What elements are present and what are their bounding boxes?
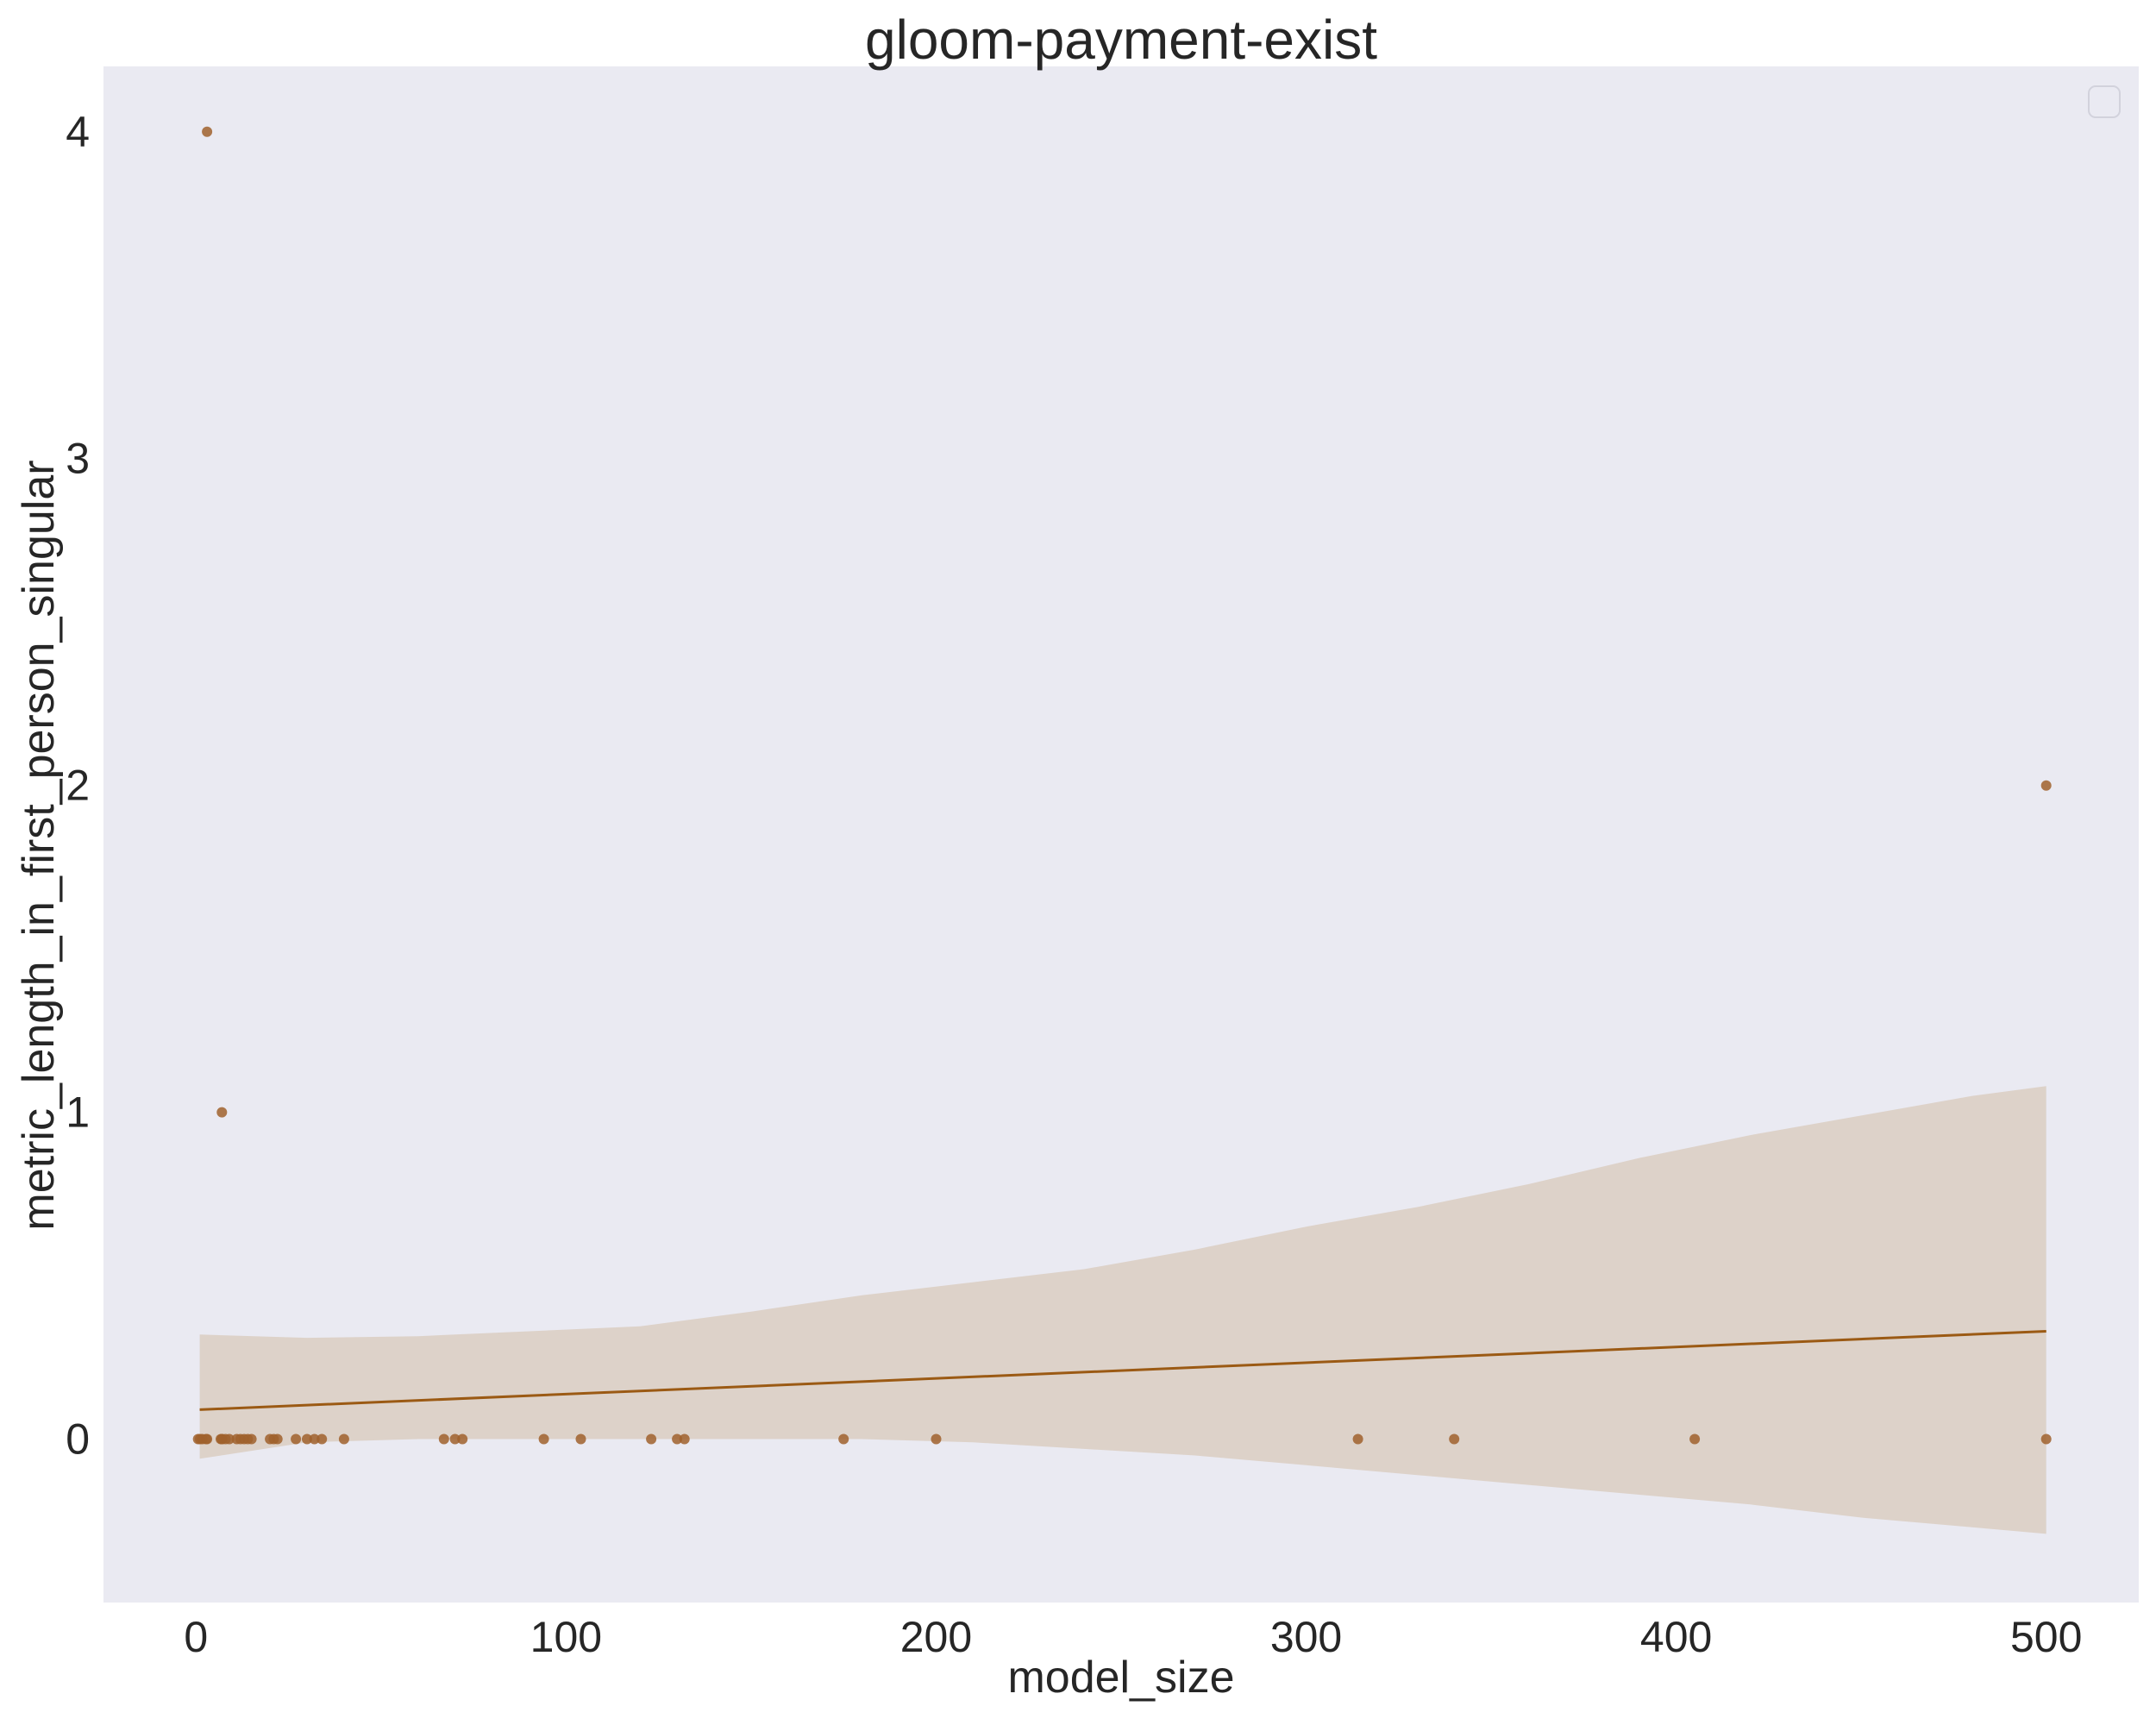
confidence-band-layer — [199, 1086, 2046, 1534]
scatter-point — [538, 1433, 549, 1445]
scatter-point — [302, 1433, 312, 1445]
legend-box — [2088, 85, 2121, 118]
x-tick-labels: 0 100 200 300 400 500 — [184, 1613, 2082, 1661]
y-tick-label: 3 — [66, 435, 90, 483]
scatter-point — [438, 1433, 449, 1445]
regression-line — [199, 1329, 2046, 1411]
scatter-point — [672, 1433, 683, 1445]
x-tick-label: 500 — [2010, 1613, 2082, 1661]
scatter-point — [291, 1433, 302, 1445]
x-tick-label: 0 — [184, 1613, 208, 1661]
scatter-point — [223, 1433, 235, 1445]
scatter-point — [338, 1433, 349, 1445]
scatter-point — [1352, 1433, 1363, 1445]
x-tick-label: 400 — [1640, 1613, 1712, 1661]
y-tick-label: 2 — [66, 762, 90, 810]
scatter-point — [272, 1433, 283, 1445]
chart-title: gloom-payment-exist — [865, 9, 1377, 71]
scatter-point — [931, 1433, 942, 1445]
y-tick-labels: 0 1 2 3 4 — [66, 108, 90, 1464]
scatter-point — [457, 1433, 468, 1445]
scatter-point — [575, 1433, 586, 1445]
x-tick-label: 200 — [900, 1613, 972, 1661]
scatter-point — [646, 1433, 657, 1445]
regression-line-layer — [199, 1329, 2046, 1411]
scatter-point — [246, 1433, 257, 1445]
scatter-point — [317, 1433, 328, 1445]
y-tick-label: 1 — [66, 1088, 90, 1137]
scatter-points-layer — [192, 126, 2052, 1445]
confidence-band — [199, 1086, 2046, 1534]
scatter-point — [2040, 780, 2052, 791]
y-tick-label: 4 — [66, 108, 90, 156]
scatter-point — [202, 126, 213, 137]
x-axis-label: model_size — [1007, 1653, 1234, 1703]
y-axis-label: metric_length_in_first_person_singular — [14, 460, 64, 1230]
scatter-point — [449, 1433, 461, 1445]
scatter-point — [202, 1433, 213, 1445]
scatter-point — [679, 1433, 690, 1445]
x-tick-label: 300 — [1270, 1613, 1342, 1661]
scatter-point — [1689, 1433, 1701, 1445]
x-tick-label: 100 — [530, 1613, 602, 1661]
scatter-point — [838, 1433, 849, 1445]
y-tick-label: 0 — [66, 1415, 90, 1464]
scatter-point — [216, 1107, 228, 1118]
scatter-point — [1449, 1433, 1460, 1445]
scatter-point — [309, 1433, 320, 1445]
scatter-point — [2040, 1433, 2052, 1445]
